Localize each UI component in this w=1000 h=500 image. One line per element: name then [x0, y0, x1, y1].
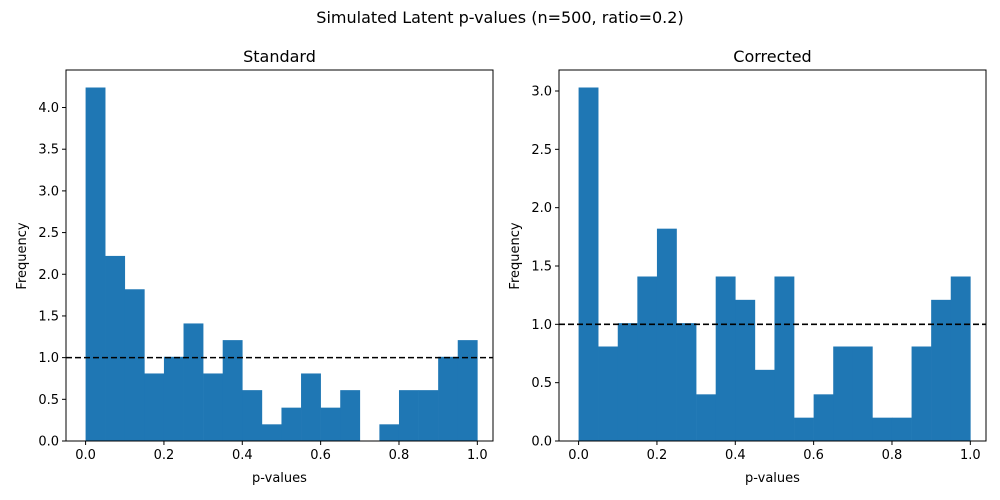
- histogram-bar: [598, 346, 619, 441]
- x-tick-label: 0.8: [389, 448, 410, 463]
- y-tick-label: 2.0: [38, 268, 59, 283]
- panel-title: Corrected: [733, 47, 811, 66]
- histogram-bar: [754, 369, 775, 441]
- histogram-bar: [281, 407, 302, 441]
- x-tick-label: 0.6: [310, 448, 331, 463]
- x-tick-label: 0.6: [803, 448, 824, 463]
- histogram-bar: [457, 340, 478, 441]
- figure-suptitle: Simulated Latent p-values (n=500, ratio=…: [316, 8, 683, 27]
- histogram-bar: [398, 390, 419, 441]
- y-tick-label: 3.5: [38, 143, 59, 158]
- x-tick-label: 0.0: [75, 448, 96, 463]
- x-tick-label: 0.4: [232, 448, 253, 463]
- histogram-bar: [656, 228, 677, 441]
- histogram-bar: [735, 299, 756, 441]
- histogram-bar: [163, 356, 184, 441]
- x-axis-label: p-values: [252, 471, 307, 486]
- histogram-bar: [911, 346, 932, 441]
- panel-corrected: Corrected p-values Frequency 0.0 0.2 0.4 0.…: [508, 47, 987, 486]
- y-tick-label: 1.5: [531, 260, 552, 275]
- histogram-bar: [715, 276, 736, 441]
- histogram-bar: [794, 417, 814, 441]
- histogram-bar: [813, 394, 834, 441]
- plot-area: 0.0 0.2 0.4 0.6 0.8 1.0 0.0 0.5 1.0 1.5 2.0 2.5 3.0: [531, 69, 987, 463]
- y-tick-label: 0.5: [38, 393, 59, 408]
- histogram-bar: [418, 390, 439, 441]
- x-axis-label: p-values: [745, 471, 800, 486]
- x-tick-label: 0.2: [154, 448, 175, 463]
- axes-frame: [65, 69, 494, 442]
- y-tick-label: 1.5: [38, 309, 59, 324]
- histogram-bar: [379, 424, 400, 441]
- histogram-bar: [261, 424, 282, 441]
- y-tick-label: 2.5: [531, 143, 552, 158]
- histogram-bar: [950, 276, 971, 441]
- histogram-bar: [931, 299, 952, 441]
- histogram-bar: [617, 323, 638, 441]
- x-tick-label: 1.0: [467, 448, 488, 463]
- histogram-bar: [222, 340, 243, 441]
- histogram-bar: [696, 394, 716, 441]
- x-tick-label: 0.4: [725, 448, 746, 463]
- y-tick-label: 0.0: [531, 435, 552, 450]
- x-tick-label: 0.0: [568, 448, 589, 463]
- histogram-bar: [676, 323, 697, 441]
- histogram-bar: [242, 390, 263, 441]
- y-tick-label: 0.5: [531, 376, 552, 391]
- x-tick-label: 0.8: [882, 448, 903, 463]
- axes-frame: [558, 69, 987, 442]
- x-tick-label: 0.2: [647, 448, 668, 463]
- histogram-bar: [105, 255, 126, 441]
- histogram-bar: [340, 390, 361, 441]
- y-tick-label: 1.0: [531, 318, 552, 333]
- histogram-bar: [144, 373, 165, 441]
- y-tick-label: 1.0: [38, 351, 59, 366]
- histogram-bar: [438, 356, 459, 441]
- histogram-bar: [85, 87, 106, 441]
- histogram-bar: [872, 417, 893, 441]
- panel-standard: Standard p-values Frequency 0.0 0.2 0.4 0.6…: [15, 47, 494, 486]
- histogram-bar: [774, 276, 795, 441]
- histogram-bar: [637, 276, 658, 441]
- histogram-bar: [852, 346, 873, 441]
- y-axis-label: Frequency: [15, 222, 30, 289]
- y-tick-label: 0.0: [38, 435, 59, 450]
- y-tick-label: 2.0: [531, 201, 552, 216]
- panel-title: Standard: [243, 47, 316, 66]
- histogram-bar: [891, 417, 912, 441]
- histogram-bar: [124, 289, 145, 441]
- histogram-bar: [183, 323, 204, 441]
- plot-area: 0.0 0.2 0.4 0.6 0.8 1.0 0.0 0.5 1.0 1.5 2.0 2.5 3.0 3…: [38, 69, 494, 463]
- y-tick-label: 3.0: [531, 85, 552, 100]
- histogram-bar: [203, 373, 223, 441]
- y-tick-label: 4.0: [38, 101, 59, 116]
- x-tick-label: 1.0: [960, 448, 981, 463]
- y-tick-label: 2.5: [38, 226, 59, 241]
- histogram-bar: [301, 373, 321, 441]
- y-axis-label: Frequency: [508, 222, 523, 289]
- y-tick-label: 3.0: [38, 184, 59, 199]
- histogram-bar: [320, 407, 341, 441]
- histogram-bar: [833, 346, 854, 441]
- histogram-bar: [578, 87, 599, 441]
